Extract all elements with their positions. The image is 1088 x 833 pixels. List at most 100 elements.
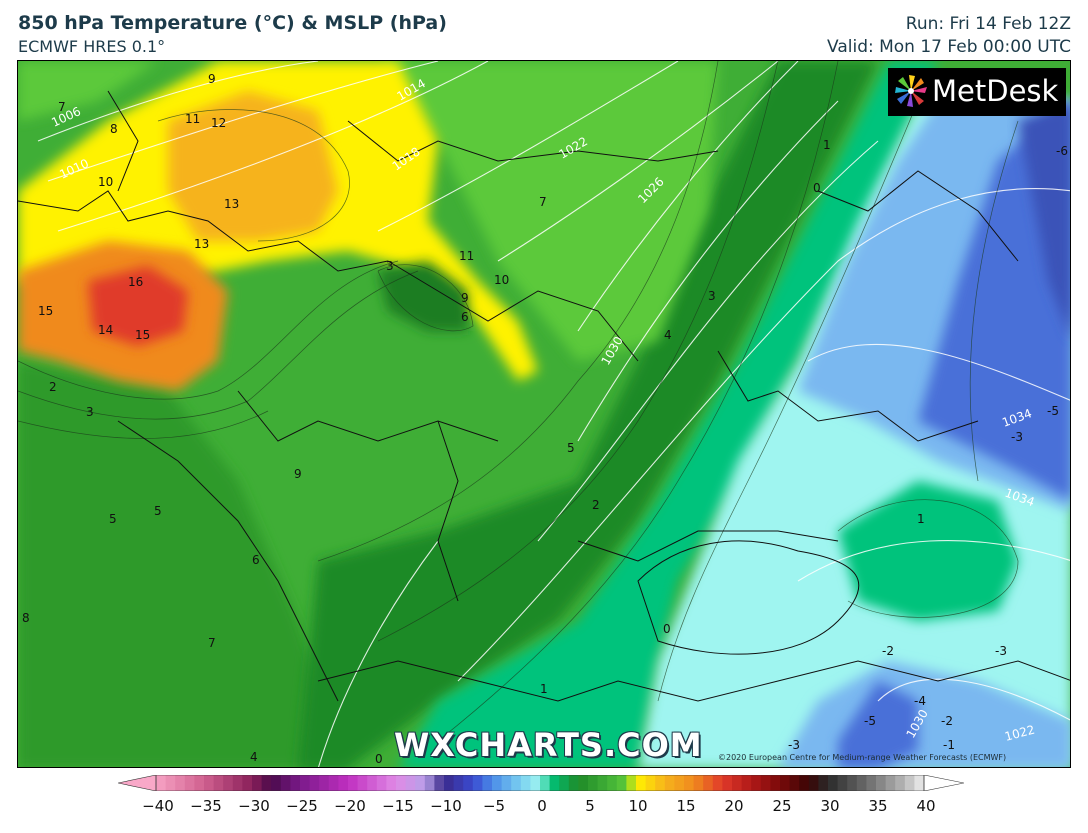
colorbar-cell [405, 775, 416, 791]
colorbar-cell [520, 775, 531, 791]
colorbar-cell [578, 775, 589, 791]
svg-text:13: 13 [224, 197, 239, 211]
colorbar-tick-label: −5 [482, 797, 506, 815]
colorbar-cell [309, 775, 320, 791]
colorbar-cell [597, 775, 608, 791]
colorbar-cell [232, 775, 243, 791]
colorbar-cell [165, 775, 176, 791]
colorbar-cell [588, 775, 599, 791]
svg-text:6: 6 [252, 553, 260, 567]
colorbar-cell [223, 775, 234, 791]
colorbar-cell [559, 775, 570, 791]
svg-text:7: 7 [58, 100, 66, 114]
svg-text:2: 2 [49, 380, 57, 394]
svg-text:7: 7 [208, 636, 216, 650]
colorbar-cell [645, 775, 656, 791]
metdesk-logo: MetDesk [888, 68, 1066, 116]
colorbar-cell [808, 775, 819, 791]
colorbar-cell [261, 775, 272, 791]
colorbar-cell [501, 775, 512, 791]
colorbar-cell [319, 775, 330, 791]
svg-text:-2: -2 [941, 714, 953, 728]
svg-text:8: 8 [110, 122, 118, 136]
colorbar-cell [636, 775, 647, 791]
colorbar-tick-label: 10 [628, 797, 648, 815]
colorbar-cell [367, 775, 378, 791]
svg-text:3: 3 [708, 289, 716, 303]
borders [18, 90, 1070, 702]
colorbar-cell [674, 775, 685, 791]
colorbar-cell [616, 775, 627, 791]
svg-text:-1: -1 [943, 738, 955, 752]
colorbar-cell [789, 775, 800, 791]
colorbar-cell [194, 775, 205, 791]
svg-text:9: 9 [208, 72, 216, 86]
colorbar-tick-label: 35 [868, 797, 888, 815]
colorbar-tick-label: −40 [142, 797, 174, 815]
svg-text:11: 11 [459, 249, 474, 263]
colorbar-tick-label: 0 [537, 797, 547, 815]
colorbar-cell [712, 775, 723, 791]
svg-text:-6: -6 [1056, 144, 1068, 158]
svg-text:12: 12 [211, 116, 226, 130]
svg-text:15: 15 [135, 328, 150, 342]
colorbar-cell [876, 775, 887, 791]
map-canvas: 16 15 15 14 13 13 12 11 11 10 10 9 9 9 8… [18, 61, 1070, 767]
svg-text:1: 1 [540, 682, 548, 696]
colorbar-cell [751, 775, 762, 791]
svg-text:6: 6 [461, 310, 469, 324]
colorbar-cell [530, 775, 541, 791]
colorbar-cell [328, 775, 339, 791]
svg-text:3: 3 [386, 259, 394, 273]
header: 850 hPa Temperature (°C) & MSLP (hPa) EC… [0, 0, 1088, 60]
colorbar-cell [885, 775, 896, 791]
colorbar-tick-label: −35 [190, 797, 222, 815]
colorbar-tick-label: 15 [676, 797, 696, 815]
colorbar-cell [856, 775, 867, 791]
colorbar-cell [549, 775, 560, 791]
colorbar-cell [511, 775, 522, 791]
weather-map[interactable]: 16 15 15 14 13 13 12 11 11 10 10 9 9 9 8… [17, 60, 1071, 768]
colorbar-tick-label: 25 [772, 797, 792, 815]
svg-text:-2: -2 [882, 644, 894, 658]
colorbar-cell [348, 775, 359, 791]
svg-text:0: 0 [375, 752, 383, 766]
svg-text:9: 9 [461, 291, 469, 305]
svg-text:5: 5 [567, 441, 575, 455]
colorbar-cell [463, 775, 474, 791]
colorbar-cell [376, 775, 387, 791]
svg-text:15: 15 [38, 304, 53, 318]
metdesk-logo-icon [895, 75, 927, 107]
svg-text:13: 13 [194, 237, 209, 251]
colorbar-cell [424, 775, 435, 791]
colorbar-cell [204, 775, 215, 791]
colorbar-cell [866, 775, 877, 791]
svg-text:-5: -5 [864, 714, 876, 728]
colorbar-cell [338, 775, 349, 791]
isotherms [18, 61, 1019, 742]
svg-text:1: 1 [917, 512, 925, 526]
colorbar-cell [799, 775, 810, 791]
colorbar-cell [184, 775, 195, 791]
svg-text:-4: -4 [914, 694, 926, 708]
colorbar-tick-label: −10 [430, 797, 462, 815]
colorbar-tick-label: 5 [585, 797, 595, 815]
svg-text:-5: -5 [1047, 404, 1059, 418]
colorbar-cell [684, 775, 695, 791]
colorbar-tick-label: −25 [286, 797, 318, 815]
colorbar-tick-label: −20 [334, 797, 366, 815]
colorbar-cell [242, 775, 253, 791]
svg-text:11: 11 [185, 112, 200, 126]
svg-text:14: 14 [98, 323, 113, 337]
colorbar-cell [847, 775, 858, 791]
svg-text:10: 10 [494, 273, 509, 287]
svg-text:10: 10 [98, 175, 113, 189]
svg-text:0: 0 [813, 181, 821, 195]
wxcharts-watermark: WXCHARTS.COM [394, 726, 703, 764]
isobars [37, 61, 1070, 767]
svg-text:-3: -3 [995, 644, 1007, 658]
colorbar-tick-label: 20 [724, 797, 744, 815]
colorbar-ticks: −40 −35 −30 −25 −20 −15 −10 −5 0 5 10 15 20 25 30 35 40 [0, 797, 1088, 817]
colorbar-cell [396, 775, 407, 791]
svg-text:1: 1 [823, 138, 831, 152]
